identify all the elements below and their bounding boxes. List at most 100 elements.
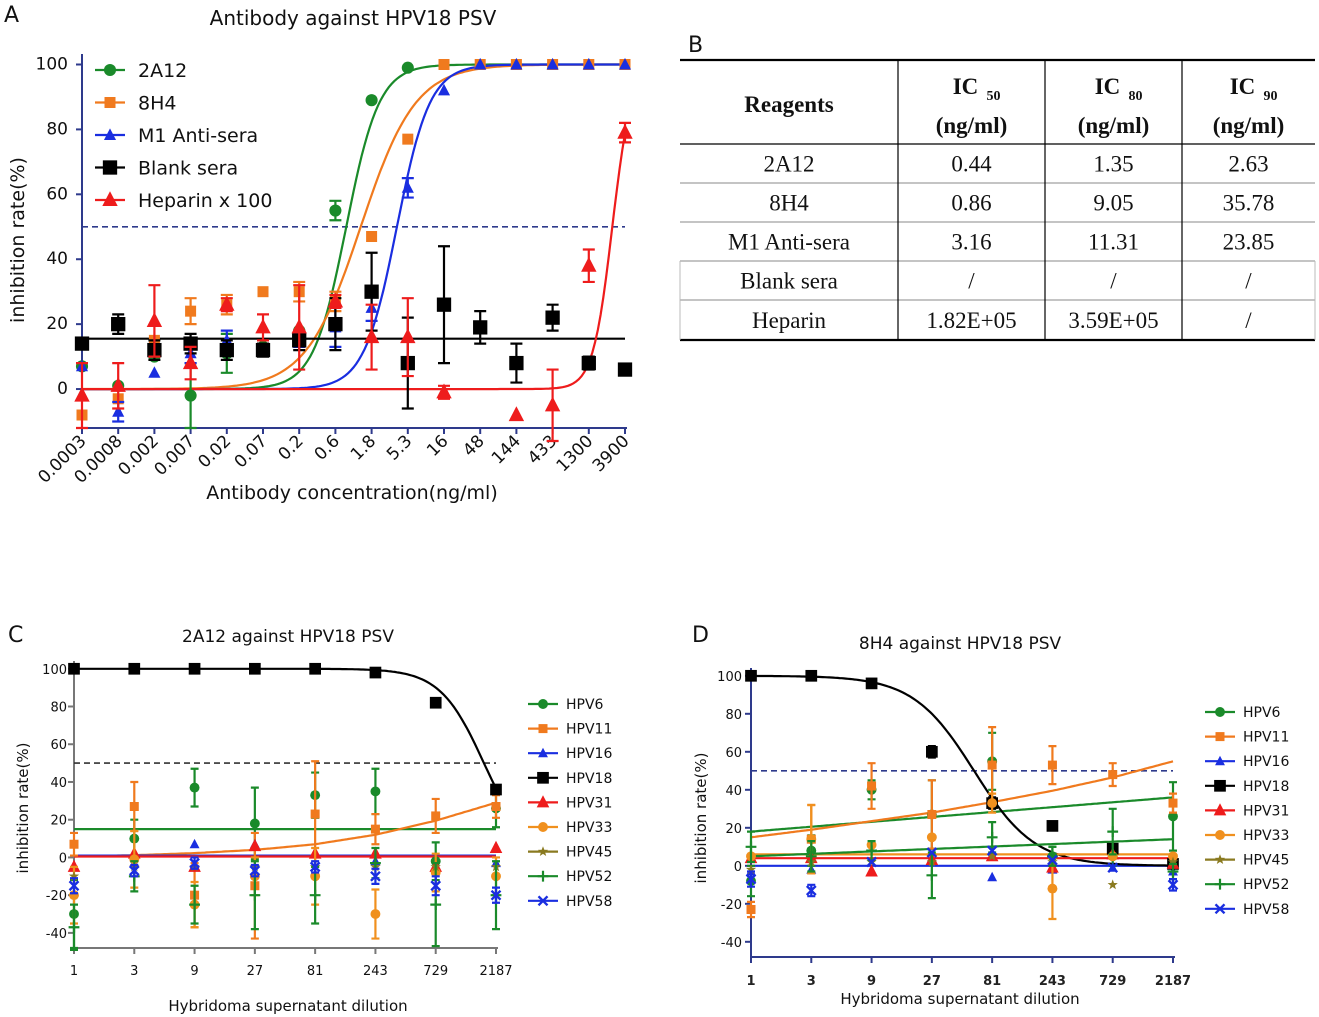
table-header-unit: (ng/ml): [1213, 113, 1285, 138]
data-point-hpv33: [987, 798, 998, 809]
data-point-blank-sera: [545, 310, 560, 325]
y-tick-label: 0: [57, 379, 68, 399]
legend-label-hpv16: HPV16: [566, 746, 612, 762]
table-header-ic: IC: [953, 74, 979, 99]
data-point-blank-sera: [509, 355, 524, 371]
table-cell: /: [1110, 269, 1117, 294]
x-tick-label: 0.6: [311, 431, 344, 464]
table-header-subscript: 50: [987, 89, 1001, 104]
x-tick-label: 729: [423, 964, 448, 979]
legend-marker-hpv58: [1214, 903, 1226, 915]
data-point-m1-anti-sera: [546, 57, 559, 70]
legend-label-hpv52: HPV52: [566, 869, 612, 885]
chart-d-points: [744, 669, 1180, 921]
data-point-hpv45: [1167, 856, 1179, 867]
legend-label-hpv33: HPV33: [1243, 828, 1289, 844]
data-point-hpv45: [987, 850, 998, 861]
table-cell: 2A12: [763, 152, 814, 177]
data-point-hpv58: [926, 847, 938, 858]
data-point-hpv11: [491, 802, 501, 811]
data-point-hpv31: [489, 840, 503, 853]
data-point-hpv18: [188, 662, 201, 675]
data-point-heparin-x-100: [327, 292, 344, 308]
y-tick-label: -40: [46, 927, 67, 942]
data-point-2a12: [329, 204, 342, 217]
table-cell: 11.31: [1088, 230, 1139, 255]
fit-curve-hpv11: [750, 760, 1174, 839]
chart-d-xlabel: Hybridoma supernatant dilution: [840, 990, 1079, 1008]
data-point-hpv16: [987, 871, 998, 882]
legend-label-hpv58: HPV58: [1243, 902, 1289, 918]
table-header-ic: IC: [1230, 74, 1256, 99]
legend-marker-hpv31: [536, 795, 550, 808]
legend-label-2a12: 2A12: [138, 60, 187, 82]
data-point-hpv11: [927, 810, 937, 819]
table-cell: 0.44: [951, 152, 992, 177]
table-cell: 8H4: [769, 191, 809, 216]
data-point-hpv52: [866, 845, 877, 856]
x-tick-label: 1: [70, 964, 78, 979]
data-point-m1-anti-sera: [437, 83, 451, 96]
chart-c-ylabel: inhibition rate(%): [14, 743, 32, 874]
data-point-hpv6: [189, 782, 200, 793]
data-point-2a12: [365, 94, 378, 107]
panel-letter-a: A: [4, 3, 19, 28]
panel-letter-c: C: [8, 623, 23, 648]
data-point-hpv58: [430, 880, 442, 892]
data-point-hpv58: [249, 865, 261, 876]
legend-label-blank-sera: Blank sera: [138, 157, 238, 179]
fit-curve-hpv18: [751, 674, 1173, 867]
y-tick-label: 100: [717, 670, 742, 685]
chart-c-xlabel: Hybridoma supernatant dilution: [168, 997, 407, 1015]
data-point-heparin-x-100: [508, 406, 525, 422]
data-point-hpv11: [310, 809, 320, 819]
data-point-hpv58: [1167, 879, 1179, 891]
data-point-hpv58: [370, 870, 381, 882]
chart-d-title: 8H4 against HPV18 PSV: [859, 634, 1062, 654]
data-point-2a12: [184, 389, 197, 402]
data-point-blank-sera: [473, 320, 488, 335]
data-point-hpv52: [189, 899, 200, 911]
legend-marker-hpv16: [538, 747, 548, 758]
data-point-hpv18: [429, 696, 442, 709]
data-point-m1-anti-sera: [401, 181, 414, 193]
data-point-hpv18: [309, 662, 321, 675]
y-tick-label: -20: [46, 889, 67, 904]
table-cell: 23.85: [1223, 230, 1275, 255]
data-point-blank-sera: [581, 355, 596, 371]
data-point-hpv58: [68, 880, 80, 892]
data-point-hpv18: [926, 745, 938, 758]
y-tick-label: -40: [721, 936, 742, 951]
legend-label-hpv16: HPV16: [1243, 754, 1289, 770]
x-tick-label: 3900: [589, 431, 634, 476]
table-header-subscript: 90: [1264, 89, 1278, 104]
data-point-hpv18: [68, 662, 80, 675]
table-header-unit: (ng/ml): [936, 113, 1008, 138]
legend-marker-blank-sera: [102, 160, 118, 175]
data-point-2a12: [401, 61, 414, 74]
data-point-heparin-x-100: [400, 328, 416, 344]
data-point-hpv6: [370, 786, 381, 797]
data-point-hpv58: [805, 885, 817, 896]
table-cell: /: [1245, 269, 1252, 294]
data-point-hpv18: [805, 669, 818, 682]
data-point-8h4: [438, 58, 450, 70]
legend-label-hpv45: HPV45: [1243, 853, 1289, 869]
data-point-hpv52: [805, 850, 817, 862]
chart-c: 2A12 against HPV18 PSV Hybridoma superna…: [14, 627, 612, 1015]
legend-label-hpv18: HPV18: [1243, 779, 1289, 795]
x-tick-label: 2187: [479, 964, 512, 979]
data-point-hpv52: [430, 899, 442, 911]
data-point-hpv58: [128, 865, 140, 876]
x-tick-label: 144: [488, 431, 525, 468]
chart-d-ylabel: inhibition rate(%): [692, 753, 710, 884]
table-cell: M1 Anti-sera: [728, 230, 850, 255]
data-point-hpv52: [1167, 866, 1179, 877]
x-tick-label: 1.8: [347, 431, 380, 464]
y-tick-label: 0: [734, 860, 742, 875]
ic-table: Reagents IC 50 (ng/ml) IC 80 (ng/ml) IC 90 (ng/ml…: [679, 58, 1316, 342]
data-point-heparin-x-100: [219, 295, 235, 311]
table-header-unit: (ng/ml): [1078, 113, 1150, 138]
data-point-hpv11: [1168, 798, 1178, 808]
data-point-blank-sera: [111, 316, 126, 332]
